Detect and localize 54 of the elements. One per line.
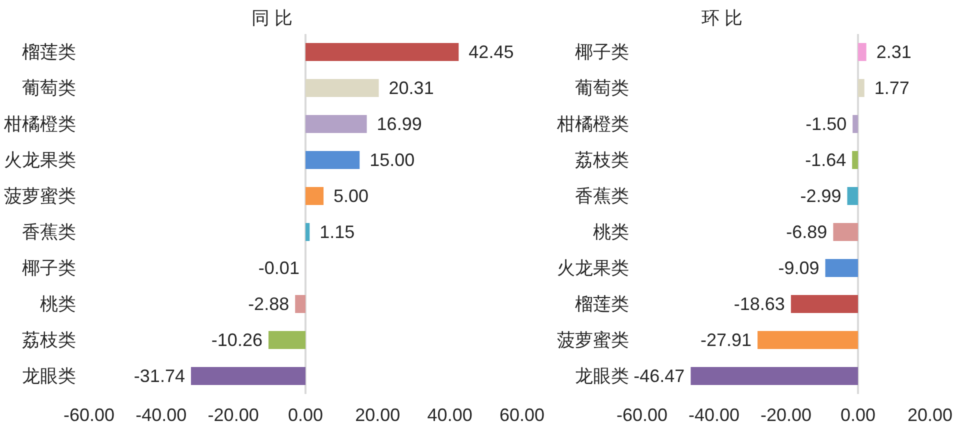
category: 荔枝类 bbox=[575, 150, 629, 170]
data-label: -9.09 bbox=[778, 258, 820, 278]
tick-label: 20.00 bbox=[907, 405, 953, 425]
data-label: 16.99 bbox=[376, 114, 422, 134]
category: 香蕉类 bbox=[575, 186, 629, 206]
tick-label: 0.00 bbox=[288, 405, 324, 425]
data-label: -31.74 bbox=[134, 366, 185, 386]
data-label: 1.77 bbox=[874, 78, 910, 98]
tick-label: -60.00 bbox=[63, 405, 115, 425]
data-label: 15.00 bbox=[370, 150, 415, 170]
tick-label: 60.00 bbox=[499, 405, 545, 425]
data-label: 20.31 bbox=[388, 78, 434, 98]
category: 柑橘橙类 bbox=[557, 114, 629, 134]
data-label: -46.47 bbox=[634, 366, 685, 386]
category: 榴莲类 bbox=[22, 42, 76, 62]
tick-label: -20.00 bbox=[760, 405, 812, 425]
category: 菠萝蜜类 bbox=[557, 330, 629, 350]
category: 龙眼类 bbox=[575, 366, 629, 386]
category: 椰子类 bbox=[22, 258, 76, 278]
category: 椰子类 bbox=[575, 42, 629, 62]
data-label: -6.89 bbox=[786, 222, 828, 242]
category: 火龙果类 bbox=[4, 150, 76, 170]
category: 菠萝蜜类 bbox=[4, 186, 76, 206]
data-label: 2.31 bbox=[876, 42, 912, 62]
title: 环 比 bbox=[702, 8, 742, 28]
category: 葡萄类 bbox=[575, 78, 629, 98]
tick-label: -20.00 bbox=[208, 405, 259, 425]
tick-label: 20.00 bbox=[355, 405, 400, 425]
data-label: -2.88 bbox=[248, 294, 290, 314]
data-label: 5.00 bbox=[334, 186, 369, 206]
data-label: -0.01 bbox=[258, 258, 300, 278]
tick-label: -40.00 bbox=[136, 405, 187, 425]
category: 葡萄类 bbox=[22, 78, 76, 98]
category: 柑橘橙类 bbox=[4, 114, 76, 134]
data-label: -1.50 bbox=[806, 114, 847, 134]
category: 香蕉类 bbox=[22, 222, 76, 242]
tick-label: -60.00 bbox=[616, 405, 668, 425]
data-label: 1.15 bbox=[320, 222, 355, 242]
data-label: -27.91 bbox=[700, 330, 752, 350]
tick-label: 40.00 bbox=[427, 405, 472, 425]
category: 榴莲类 bbox=[575, 294, 629, 314]
category: 龙眼类 bbox=[22, 366, 76, 386]
category: 桃类 bbox=[40, 294, 76, 314]
data-label: 42.45 bbox=[468, 42, 514, 62]
category: 桃类 bbox=[593, 222, 629, 242]
category: 火龙果类 bbox=[557, 258, 629, 278]
data-label: -1.64 bbox=[805, 150, 846, 170]
data-label: -2.99 bbox=[800, 186, 842, 206]
data-label: -10.26 bbox=[211, 330, 262, 350]
tick-label: 0.00 bbox=[840, 405, 876, 425]
category: 荔枝类 bbox=[22, 330, 76, 350]
data-label: -18.63 bbox=[734, 294, 785, 314]
tick-label: -40.00 bbox=[688, 405, 740, 425]
title: 同 比 bbox=[252, 8, 292, 28]
